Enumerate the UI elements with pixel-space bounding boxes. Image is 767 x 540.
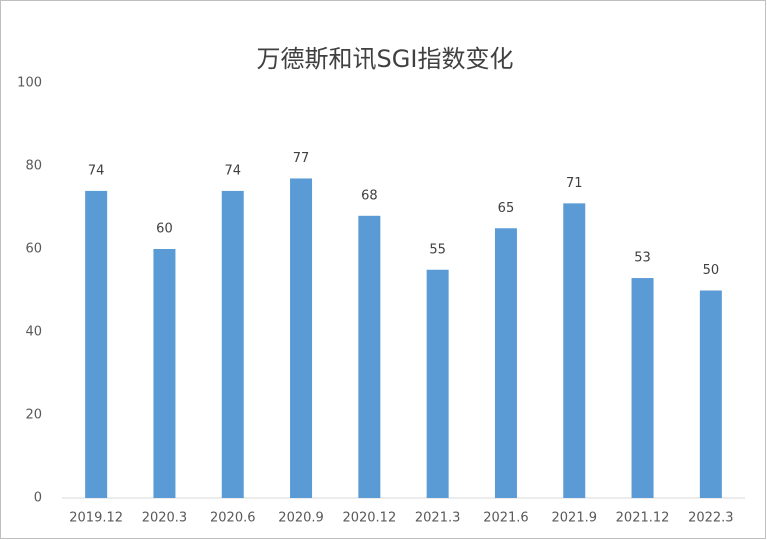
bar: [426, 269, 449, 498]
bar: [358, 215, 381, 499]
value-label: 71: [566, 176, 583, 191]
y-tick-label: 40: [25, 325, 42, 340]
y-tick-label: 0: [34, 491, 42, 506]
bar: [153, 249, 176, 498]
x-tick-label: 2021.9: [552, 511, 598, 526]
x-tick-label: 2021.3: [415, 511, 461, 526]
x-tick-label: 2020.9: [278, 511, 324, 526]
x-tick-label: 2020.6: [210, 511, 256, 526]
x-tick-label: 2019.12: [69, 511, 123, 526]
y-tick-label: 80: [25, 159, 42, 174]
x-tick-label: 2020.12: [342, 511, 396, 526]
value-label: 77: [293, 151, 310, 166]
bar: [631, 278, 654, 498]
value-label: 60: [156, 222, 173, 237]
y-tick-label: 60: [25, 242, 42, 257]
x-tick-label: 2020.3: [142, 511, 188, 526]
value-label: 53: [634, 251, 651, 266]
value-label: 74: [224, 163, 241, 178]
value-label: 50: [703, 263, 720, 278]
value-label: 68: [361, 188, 378, 203]
y-tick-label: 100: [17, 76, 42, 91]
chart-title: 万德斯和讯SGI指数变化: [257, 45, 514, 73]
bar: [494, 228, 517, 498]
x-tick-label: 2022.3: [688, 511, 734, 526]
bar: [699, 290, 722, 498]
value-label: 55: [429, 242, 446, 257]
x-tick-label: 2021.12: [616, 511, 670, 526]
bar: [563, 203, 586, 498]
y-tick-label: 20: [25, 408, 42, 423]
x-tick-label: 2021.6: [483, 511, 529, 526]
bar: [290, 178, 313, 498]
value-label: 74: [88, 163, 105, 178]
bar: [85, 190, 108, 498]
bar: [221, 190, 244, 498]
value-label: 65: [498, 201, 515, 216]
